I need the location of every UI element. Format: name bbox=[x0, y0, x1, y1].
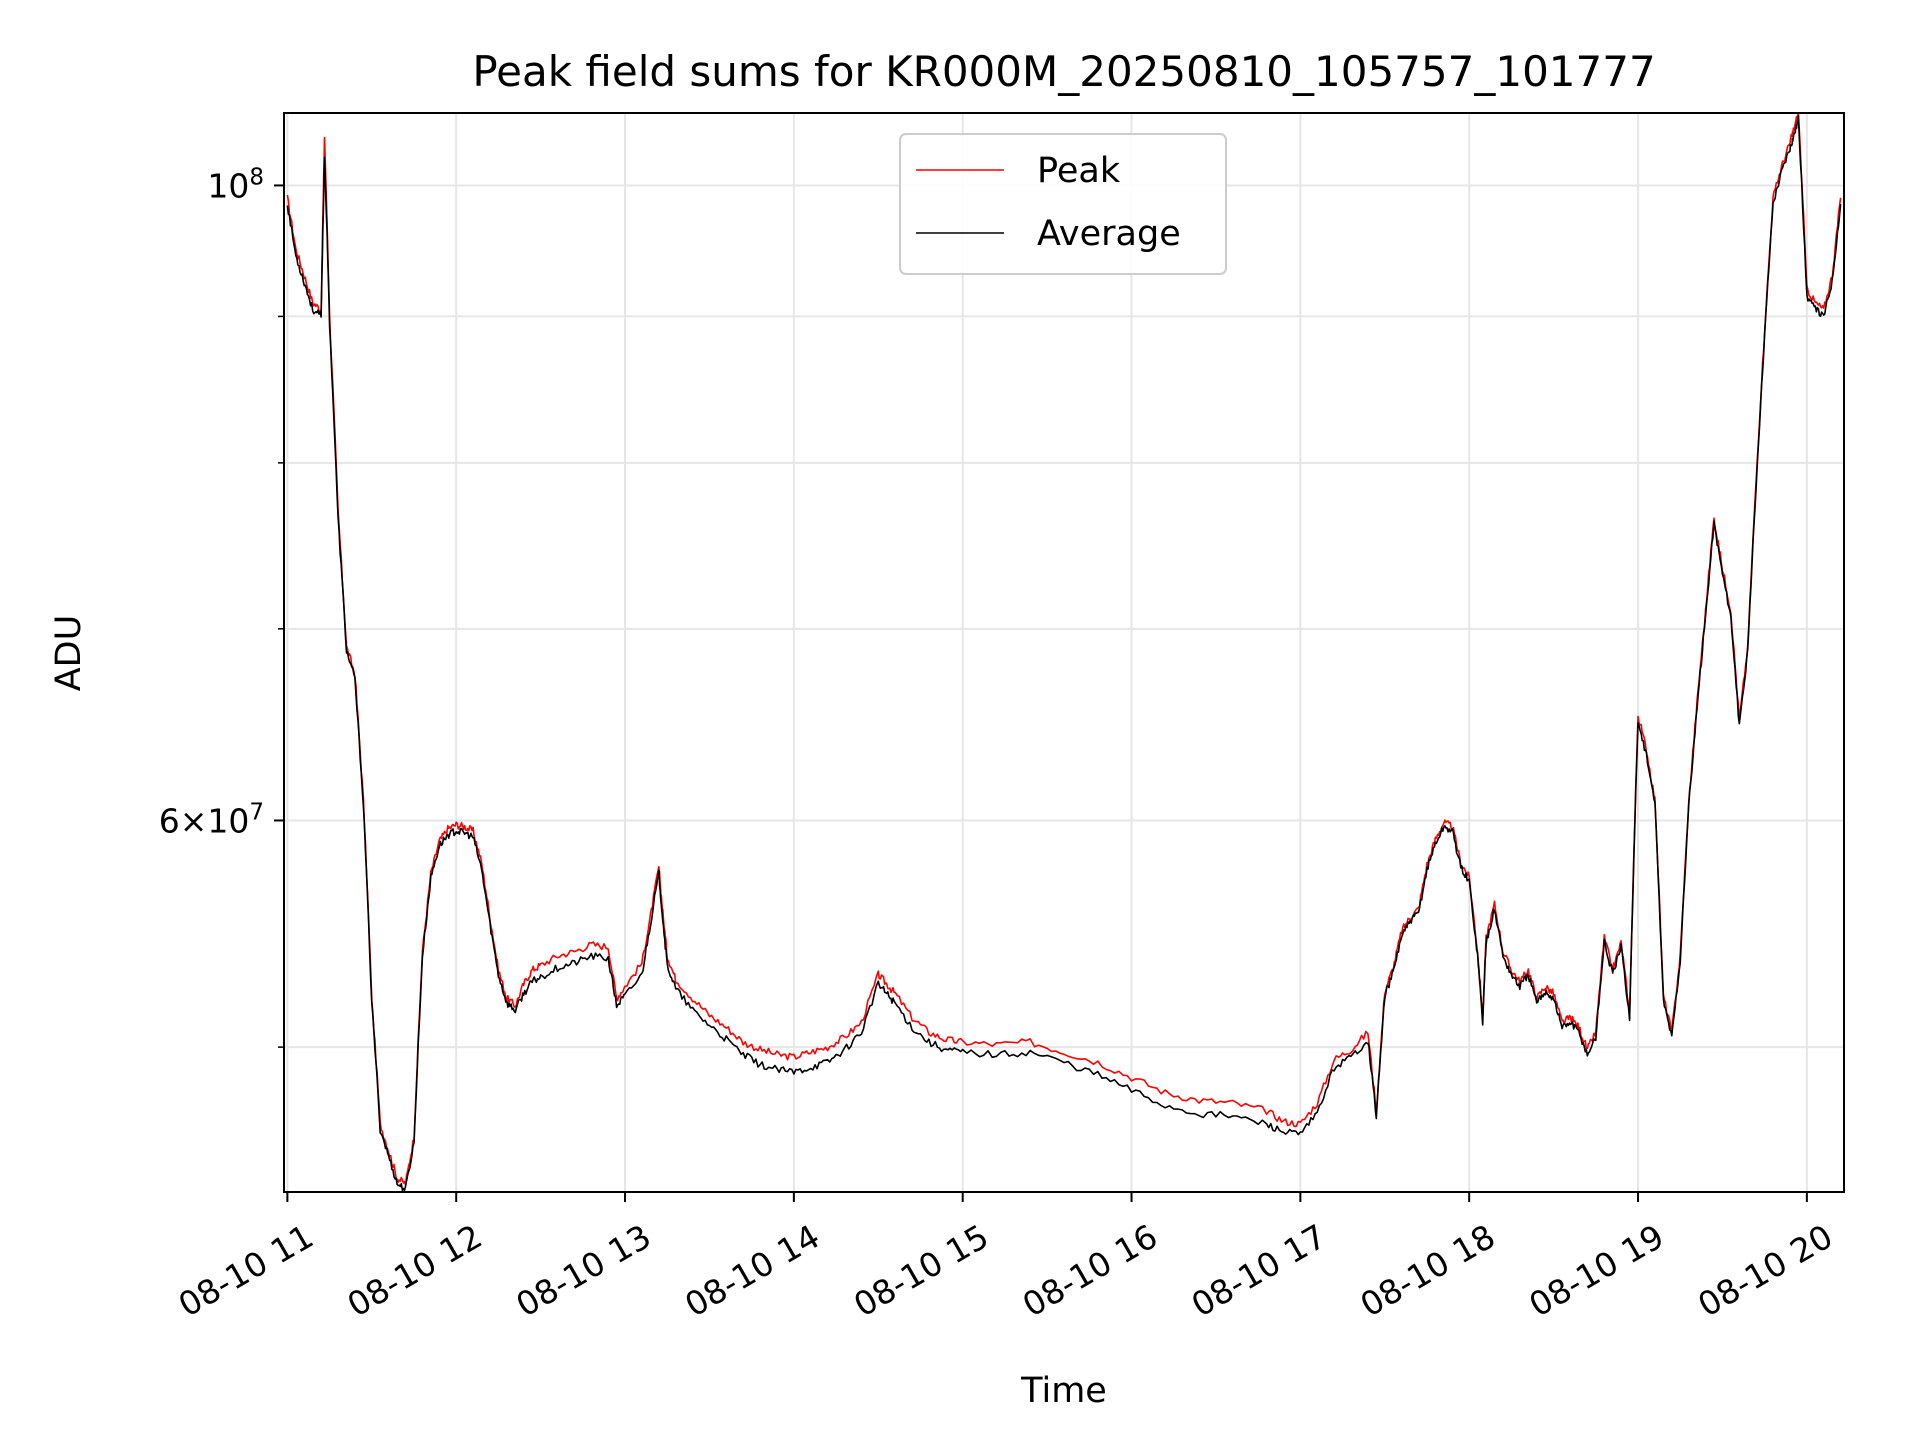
line-chart-svg: Peak field sums for KR000M_20250810_1057… bbox=[0, 0, 1920, 1440]
y-axis-label: ADU bbox=[49, 615, 89, 692]
chart-figure: Peak field sums for KR000M_20250810_1057… bbox=[0, 0, 1920, 1440]
chart-title: Peak field sums for KR000M_20250810_1057… bbox=[472, 47, 1655, 96]
legend-label-average: Average bbox=[1037, 214, 1181, 254]
legend: Peak Average bbox=[900, 134, 1226, 274]
x-axis-label: Time bbox=[1020, 1371, 1107, 1411]
y-tick-label: 6×107 bbox=[159, 799, 264, 840]
legend-label-peak: Peak bbox=[1037, 151, 1121, 191]
